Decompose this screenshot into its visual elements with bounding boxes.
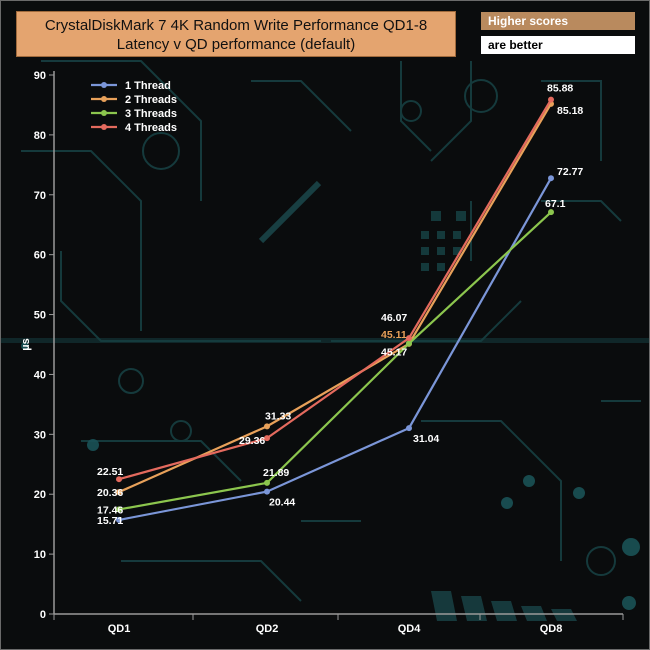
legend-entry: 4 Threads [125,122,177,134]
y-tick-label: 0 [40,609,46,621]
data-label: 85.18 [557,105,583,117]
x-tick-label: QD2 [256,623,279,635]
y-tick-label: 60 [34,250,46,262]
data-point [406,335,412,342]
legend-marker [101,96,107,102]
data-labels: 15.71 20.44 31.04 72.77 20.36 31.33 45.11 85.18… [97,83,583,527]
data-label: 21.89 [263,467,289,479]
y-tick-label: 10 [34,549,46,561]
data-point [116,489,122,496]
data-label: 17.46 [97,504,123,516]
data-point [406,340,412,347]
data-point [548,209,554,216]
data-point [548,175,554,182]
chart-title-line-1: CrystalDiskMark 7 4K Random Write Perfor… [44,17,428,34]
data-label: 67.1 [545,198,566,210]
data-label: 45.17 [381,346,407,358]
legend-entry: 1 Thread [125,80,171,92]
legend-marker [101,110,107,116]
legend: 1 Thread 2 Threads 3 Threads 4 Threads [91,80,177,134]
note-are-better: are better [481,36,635,54]
legend-entry: 3 Threads [125,108,177,120]
series-line-1 [118,177,552,521]
chart-title: CrystalDiskMark 7 4K Random Write Perfor… [16,11,456,57]
data-point [116,516,122,523]
series-line-3 [118,211,552,511]
x-tick-label: QD1 [108,623,131,635]
data-point [264,423,270,430]
data-label: 85.88 [547,83,573,95]
data-label: 31.04 [413,433,439,445]
chart-title-line-2: Latency v QD performance (default) [116,36,356,53]
data-label: 20.44 [269,497,295,509]
data-point [264,488,270,495]
y-tick-label: 40 [34,369,46,381]
legend-marker [101,124,107,130]
data-point [116,506,122,513]
x-axis-ticks: QD1 QD2 QD4 QD8 [53,614,624,635]
series-lines [116,96,554,523]
y-axis-ticks: 0 10 20 30 40 50 60 70 80 90 [34,70,54,621]
y-tick-label: 90 [34,70,46,82]
y-tick-label: 50 [34,310,46,322]
data-label: 29.36 [239,435,265,447]
data-label: 15.71 [97,515,123,527]
chart-axes [53,71,623,615]
data-point [264,479,270,486]
series-line-4 [118,99,552,481]
data-point [406,425,412,432]
y-tick-label: 70 [34,190,46,202]
series-line-2 [118,103,552,494]
legend-entry: 2 Threads [125,94,177,106]
legend-marker [101,82,107,88]
data-label: 45.11 [381,329,407,341]
x-tick-label: QD4 [398,623,422,635]
y-tick-label: 30 [34,429,46,441]
data-point [116,476,122,483]
data-label: 22.51 [97,466,123,478]
data-point [264,435,270,442]
y-tick-label: 80 [34,130,46,142]
y-tick-label: 20 [34,489,46,501]
y-axis-label: µs [20,338,32,350]
note-higher-scores: Higher scores [481,12,635,30]
data-label: 72.77 [557,166,583,178]
data-label: 31.33 [265,410,291,422]
data-label: 46.07 [381,312,407,324]
data-label: 20.36 [97,487,123,499]
data-point [548,96,554,103]
x-tick-label: QD8 [540,623,563,635]
